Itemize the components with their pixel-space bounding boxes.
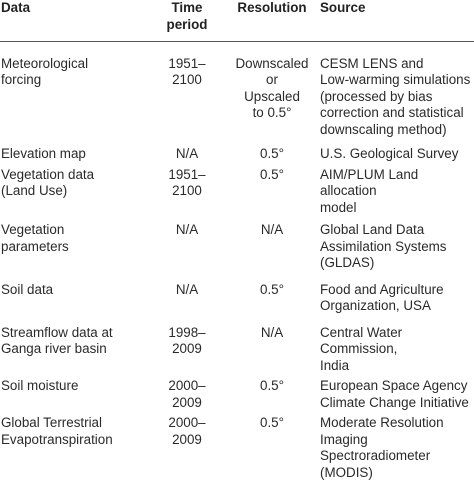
cell-time-period: 1998– 2009	[168, 324, 206, 357]
cell-time-period: N/A	[175, 222, 199, 237]
table-row: Global Terrestrial Evapotranspiration 20…	[0, 415, 474, 481]
cell-resolution: 0.5°	[260, 146, 284, 161]
cell-data: Streamflow data at Ganga river basin	[1, 324, 113, 357]
cell-data: Vegetation parameters	[1, 222, 69, 254]
cell-source: AIM/PLUM Land allocation model	[320, 166, 419, 215]
table-row: Vegetation data (Land Use) 1951– 2100 0.…	[0, 167, 474, 223]
cell-resolution: 0.5°	[260, 281, 284, 297]
table-row: Soil data N/A 0.5° Food and Agriculture …	[0, 282, 474, 325]
cell-resolution: 0.5°	[260, 415, 284, 430]
cell-data: Soil data	[1, 281, 54, 297]
cell-resolution: Downscaled or Upscaled to 0.5°	[235, 55, 309, 121]
cell-source: U.S. Geological Survey	[320, 146, 459, 161]
cell-time-period: N/A	[175, 146, 199, 161]
cell-source: European Space Agency Climate Change Ini…	[320, 378, 469, 410]
cell-time-period: N/A	[175, 281, 199, 297]
cell-data: Global Terrestrial Evapotranspiration	[1, 415, 113, 447]
cell-source: Central Water Commission, India	[320, 324, 403, 373]
cell-source: Global Land Data Assimilation Systems (G…	[320, 222, 447, 270]
cell-time-period: 2000– 2009	[168, 415, 206, 447]
cell-time-period: 1951– 2100	[168, 166, 206, 199]
cell-data: Vegetation data (Land Use)	[1, 166, 95, 199]
cell-source: Food and Agriculture Organization, USA	[320, 281, 444, 314]
header-time-period: Time period	[142, 0, 232, 42]
cell-data: Elevation map	[1, 146, 86, 161]
cell-data: Soil moisture	[1, 378, 79, 393]
table-row: Meteorological forcing 1951– 2100 Downsc…	[0, 41, 474, 146]
header-data: Data	[0, 0, 142, 42]
cell-resolution: N/A	[260, 222, 284, 237]
table-row: Vegetation parameters N/A N/A Global Lan…	[0, 222, 474, 282]
table-row: Soil moisture 2000– 2009 0.5° European S…	[0, 378, 474, 415]
table-row: Streamflow data at Ganga river basin 199…	[0, 325, 474, 379]
cell-resolution: N/A	[260, 324, 284, 340]
header-resolution: Resolution	[232, 0, 312, 42]
table-header: Data Time period Resolution Source	[0, 0, 474, 42]
cell-source: CESM LENS and Low-warming simulations (p…	[320, 55, 471, 137]
cell-time-period: 2000– 2009	[168, 378, 206, 410]
cell-time-period: 1951– 2100	[168, 55, 206, 88]
cell-resolution: 0.5°	[260, 166, 284, 182]
header-source: Source	[312, 0, 474, 42]
table-body: Meteorological forcing 1951– 2100 Downsc…	[0, 41, 474, 481]
cell-data: Meteorological forcing	[1, 55, 89, 88]
header-row: Data Time period Resolution Source	[0, 0, 474, 42]
cell-resolution: 0.5°	[260, 378, 284, 393]
cell-source: Moderate Resolution Imaging Spectroradio…	[320, 415, 444, 480]
table-row: Elevation map N/A 0.5° U.S. Geological S…	[0, 146, 474, 167]
